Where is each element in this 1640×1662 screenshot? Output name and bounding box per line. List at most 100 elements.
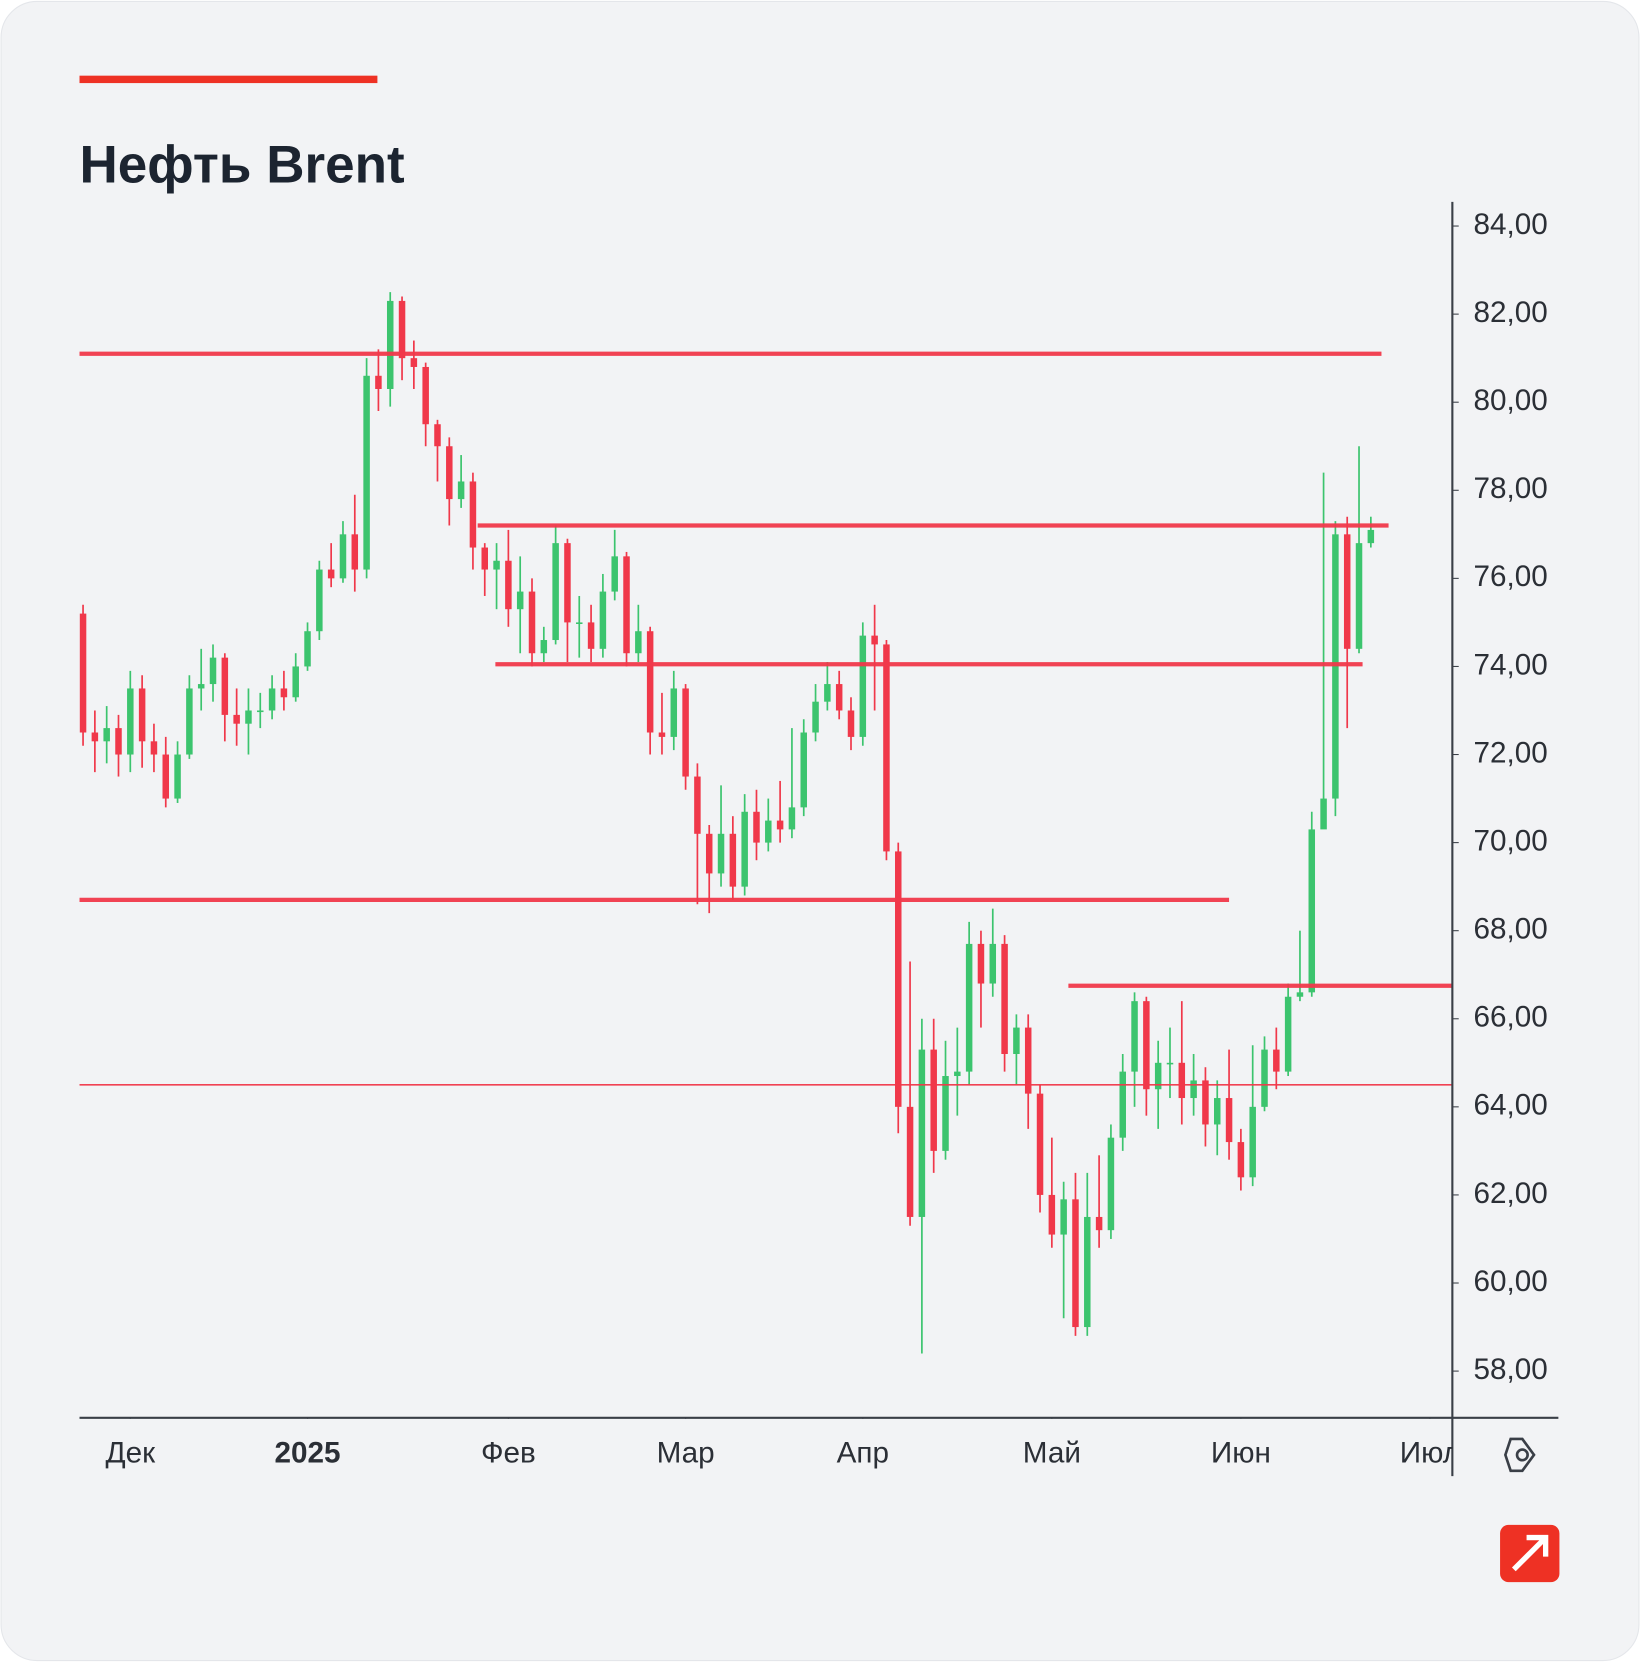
candle-body [682,688,689,777]
candle-body [103,728,110,742]
candle-body [1024,1027,1032,1094]
candle-body [138,688,146,742]
y-tick-label: 78,00 [1474,472,1548,505]
x-tick-label: Мар [657,1437,715,1470]
candle-body [599,591,607,649]
candle-body [150,741,158,755]
y-tick-label: 72,00 [1474,736,1548,769]
candle-body [457,481,465,500]
candle-body [670,688,678,737]
settings-icon[interactable] [1503,1437,1536,1473]
candle-body [1166,1062,1174,1065]
y-tick-label: 80,00 [1474,384,1548,417]
candle-body [587,622,595,649]
chart-title: Нефть Brent [80,136,405,195]
candle-body [1320,798,1327,830]
candle-body [351,534,359,570]
y-tick-label: 58,00 [1474,1353,1548,1386]
candle-body [115,728,122,755]
candle-body [280,688,288,698]
candle-body [1296,992,1304,997]
y-tick-label: 64,00 [1474,1089,1548,1122]
candle-body [257,710,264,713]
candle-body [481,547,488,570]
candle-body [942,1076,949,1151]
candle-body [1107,1137,1115,1231]
candle-body [729,833,737,887]
candle-body [327,569,335,579]
candle-body [824,684,831,702]
candle-body [1001,943,1008,1055]
candle-body [174,754,181,799]
candle-body [422,366,429,425]
candle-body [516,591,524,610]
x-tick-label: Июл [1400,1437,1460,1470]
candle-body [434,424,441,447]
candle-body [906,1106,914,1217]
candle-body [1225,1098,1233,1143]
x-tick-label: Июн [1211,1437,1271,1470]
candle-body [375,375,382,389]
candle-body [871,635,878,645]
candle-body [469,481,477,548]
plot [79,292,1453,1354]
x-tick-labels: Дек 2025 Фев Мар Апр Май Июн Июл [106,1437,1460,1470]
y-tick-label: 82,00 [1474,296,1548,329]
candle-body [1060,1199,1067,1235]
x-tick-label: Фев [481,1437,536,1470]
candle-body [162,754,170,799]
candle-body [1249,1106,1256,1178]
candle-body [79,613,87,733]
y-tick-label: 76,00 [1474,560,1548,593]
candle-body [564,543,571,623]
candle-body [339,534,347,579]
candle-body [1237,1142,1245,1178]
candle-body [304,631,311,667]
y-tick-label: 62,00 [1474,1177,1548,1210]
candle-body [1143,1001,1150,1090]
candle-body [1332,534,1339,799]
candle-body [197,684,205,689]
candle-body [233,714,240,724]
y-tick-label: 60,00 [1474,1265,1548,1298]
candle-body [127,688,134,755]
candle-body [386,300,394,389]
candle-body [989,943,997,984]
x-tick-label: Май [1023,1437,1081,1470]
accent-bar [79,75,378,84]
candle-body [528,591,536,654]
candle-body [812,701,819,733]
y-tick-label: 68,00 [1474,913,1548,946]
candle-body [245,710,252,724]
candle-body [1190,1080,1197,1099]
candle-body [186,688,193,755]
x-tick-label: Апр [837,1437,889,1470]
x-tick-label: Дек [106,1437,157,1470]
candle-body [446,446,453,500]
candle-body [1273,1049,1280,1072]
candle-body [977,943,985,984]
candle-body [1178,1062,1186,1099]
candle-body [493,560,500,570]
candle-body [1355,543,1363,649]
candle-body [635,631,642,654]
candle-body [658,732,666,737]
logo [1500,1524,1560,1583]
candle-body [1261,1049,1268,1107]
y-tick-label: 74,00 [1474,648,1548,681]
candle-body [623,556,630,654]
y-tick-label: 70,00 [1474,824,1548,857]
candle-body [788,807,796,830]
candle-body [895,851,902,1107]
candle-body [540,640,548,654]
candle-body [918,1049,926,1217]
candle-body [1367,529,1375,544]
candle-body [847,710,855,737]
y-tick-label: 66,00 [1474,1001,1548,1034]
candle-body [1013,1027,1020,1055]
candle-body [694,776,701,834]
candle-body [363,375,370,570]
